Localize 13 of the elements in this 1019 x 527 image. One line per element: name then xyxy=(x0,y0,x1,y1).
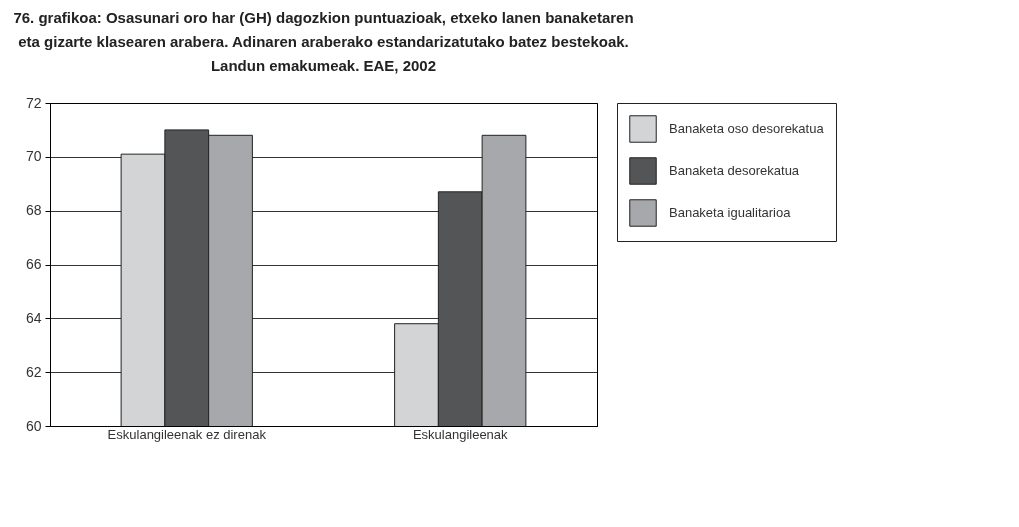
chart-title: 76. grafikoa: Osasunari oro har (GH) dagozkion puntuazioak, etxeko lanen banaketaren eta gizarte klasearen arabera. Adinaren araberako estandarizatutako batez bestekoak. Landun emakumeak. EAE, 2002 xyxy=(13,9,634,74)
y-tick-label: 60 xyxy=(25,417,42,434)
x-tick-label: Eskulangileenak ez direnak xyxy=(107,426,267,442)
y-tick-label: 66 xyxy=(25,256,42,272)
x-tick-label: Eskulangileenak xyxy=(412,426,509,442)
y-tick-label: 72 xyxy=(25,94,42,111)
y-tick-label: 68 xyxy=(25,202,42,219)
y-tick-label: 70 xyxy=(25,148,42,165)
legend-label: Banaketa oso desorekatua xyxy=(669,121,825,136)
y-tick-label: 64 xyxy=(25,309,42,326)
legend-label: Banaketa igualitarioa xyxy=(669,205,792,220)
y-tick-label: 62 xyxy=(25,363,42,380)
legend-label: Banaketa desorekatua xyxy=(669,163,800,178)
